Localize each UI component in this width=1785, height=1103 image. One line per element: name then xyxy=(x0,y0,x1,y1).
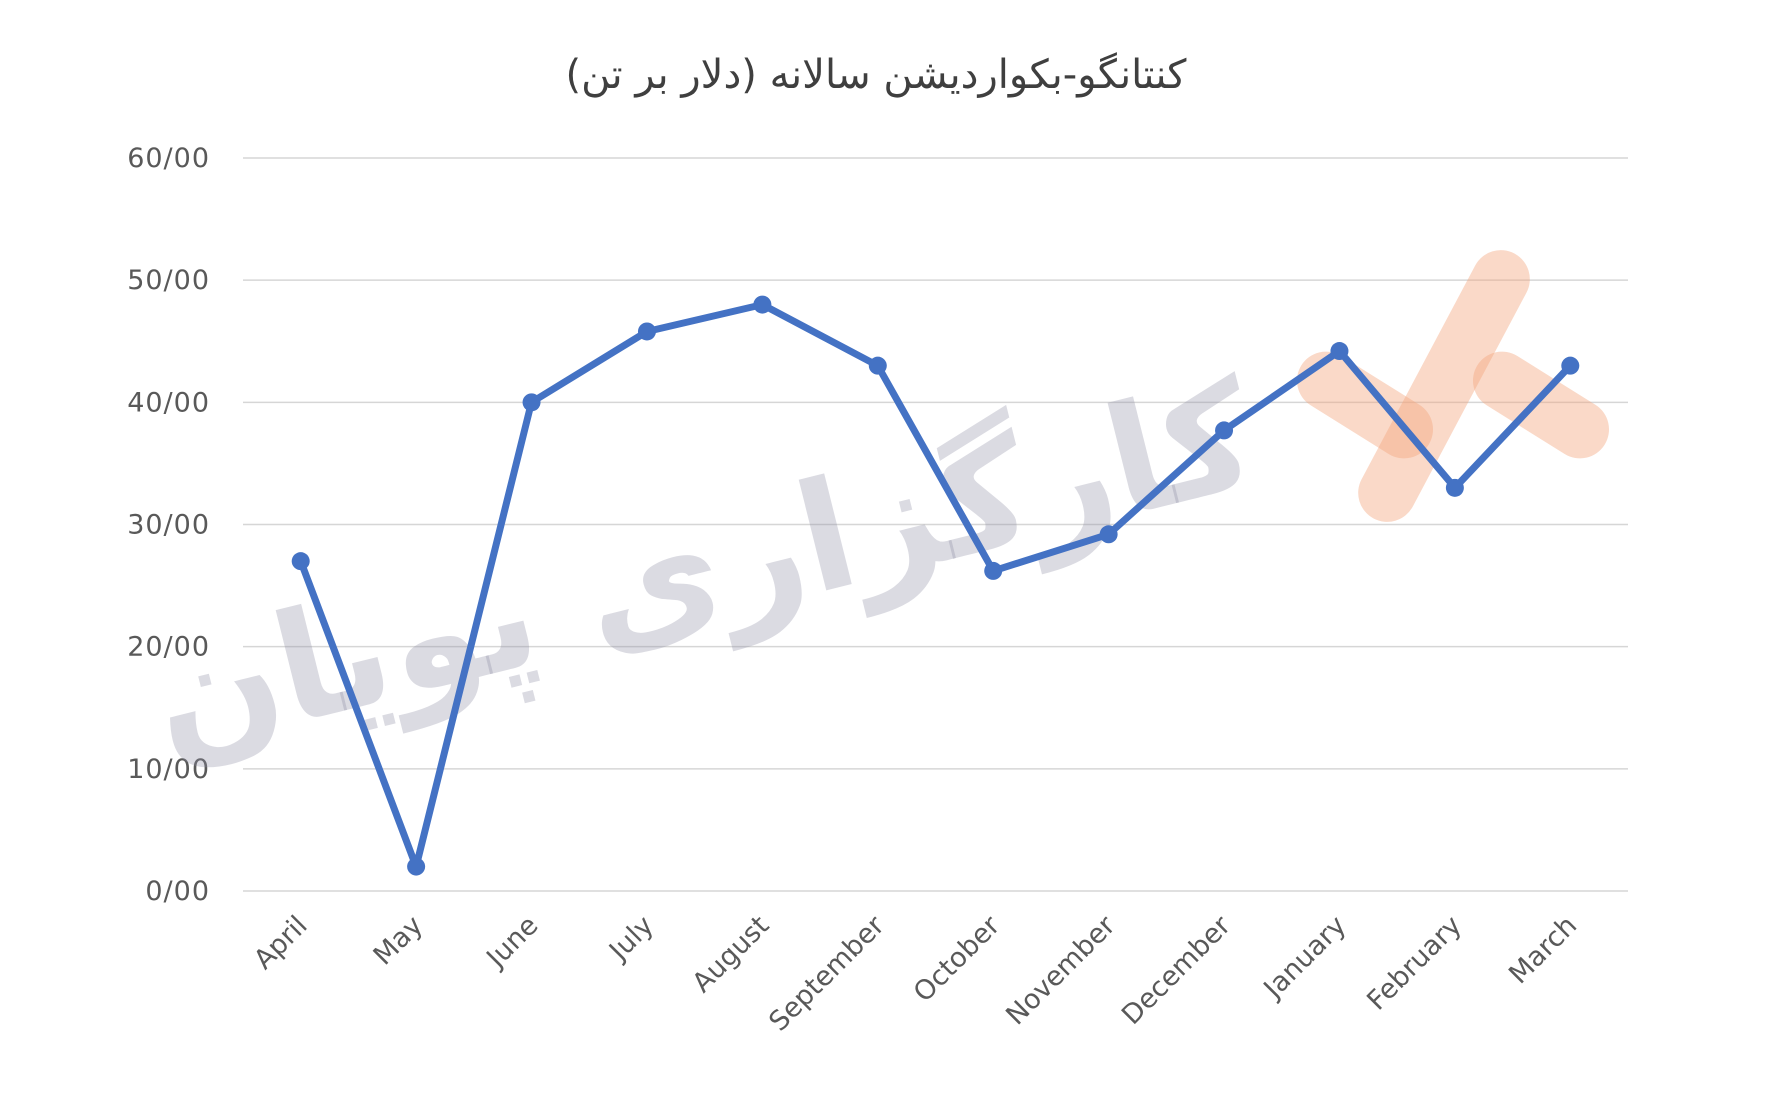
data-point-march xyxy=(1561,356,1580,375)
series-line xyxy=(297,301,1574,871)
data-point-october xyxy=(984,561,1003,580)
y-tick-label: 30/00 xyxy=(127,510,210,541)
data-point-august xyxy=(753,295,772,314)
data-point-april xyxy=(291,552,310,571)
y-tick-label: 60/00 xyxy=(127,143,210,174)
y-tick-label: 40/00 xyxy=(127,387,210,418)
watermark-logo-stroke xyxy=(1358,250,1530,522)
data-point-june xyxy=(522,393,541,412)
data-point-february xyxy=(1445,478,1464,497)
y-tick-label: 20/00 xyxy=(127,632,210,663)
data-point-january xyxy=(1330,342,1349,361)
chart-title: کنتانگو-بکواردیشن سالانه (دلار بر تن) xyxy=(566,52,1188,98)
data-point-july xyxy=(637,322,656,341)
watermark-logo-stroke xyxy=(1296,351,1434,459)
data-point-november xyxy=(1099,525,1118,544)
y-tick-label: 0/00 xyxy=(145,876,210,907)
y-tick-label: 50/00 xyxy=(127,265,210,296)
watermark-logo-stroke xyxy=(1472,351,1610,459)
y-axis-tick-labels: 0/00 10/00 20/00 30/00 40/00 50/00 60/00 xyxy=(127,143,210,907)
data-point-september xyxy=(868,356,887,375)
watermark-logo xyxy=(1296,250,1610,522)
series-layer xyxy=(291,295,1580,876)
data-point-may xyxy=(407,857,426,876)
y-tick-label: 10/00 xyxy=(127,754,210,785)
data-point-december xyxy=(1215,421,1234,440)
